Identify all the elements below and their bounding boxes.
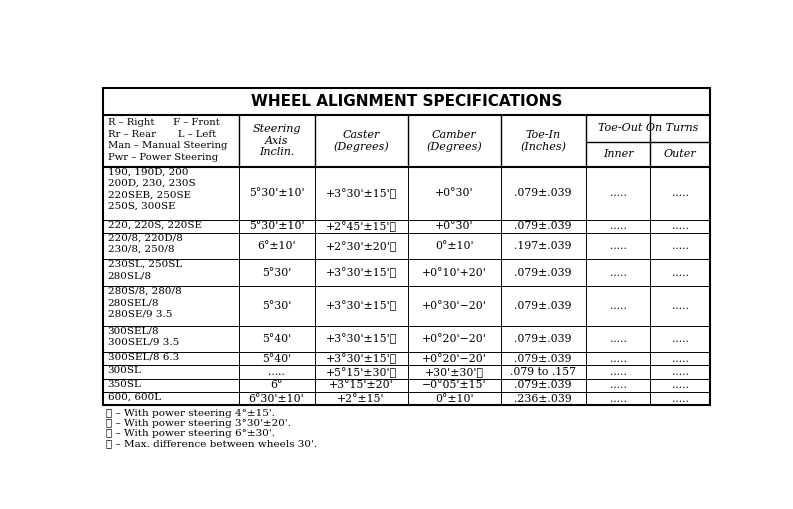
Text: ① – With power steering 4°±15'.: ① – With power steering 4°±15'. <box>106 409 275 418</box>
Text: +2°45'±15'①: +2°45'±15'① <box>326 221 396 232</box>
Text: .....: ..... <box>610 380 626 390</box>
Text: .....: ..... <box>672 393 688 404</box>
Text: 5°40': 5°40' <box>262 334 291 344</box>
Text: .079±.039: .079±.039 <box>515 188 572 198</box>
Text: .....: ..... <box>610 268 626 277</box>
Text: .....: ..... <box>610 188 626 198</box>
Text: +3°30'±15'③: +3°30'±15'③ <box>325 353 396 364</box>
Text: 280S/8, 280/8
280SEL/8
280SE/9 3.5: 280S/8, 280/8 280SEL/8 280SE/9 3.5 <box>108 287 182 319</box>
Text: 300SL: 300SL <box>108 366 141 375</box>
Text: .....: ..... <box>672 301 688 311</box>
Text: +5°15'±30'④: +5°15'±30'④ <box>325 366 396 378</box>
Text: 220, 220S, 220SE: 220, 220S, 220SE <box>108 220 201 230</box>
Text: .....: ..... <box>672 380 688 390</box>
Text: .....: ..... <box>610 367 626 377</box>
Text: +2°30'±20'②: +2°30'±20'② <box>325 241 396 251</box>
Text: +0°30': +0°30' <box>435 221 473 231</box>
Text: .079 to .157: .079 to .157 <box>510 367 577 377</box>
Text: Steering
Axis
Inclin.: Steering Axis Inclin. <box>252 124 301 157</box>
Text: .....: ..... <box>610 241 626 251</box>
Text: .....: ..... <box>672 354 688 364</box>
Text: .197±.039: .197±.039 <box>515 241 572 251</box>
Text: 350SL: 350SL <box>108 380 141 388</box>
Text: .....: ..... <box>672 241 688 251</box>
Text: Camber
(Degrees): Camber (Degrees) <box>426 130 482 152</box>
Text: 0°±10': 0°±10' <box>435 393 473 404</box>
Text: +0°30': +0°30' <box>435 188 473 198</box>
Text: 230SL, 250SL
280SL/8: 230SL, 250SL 280SL/8 <box>108 260 182 280</box>
Text: +0°20'−20': +0°20'−20' <box>422 354 487 364</box>
Text: +0°20'−20': +0°20'−20' <box>422 334 487 344</box>
Text: .....: ..... <box>610 221 626 231</box>
Text: .079±.039: .079±.039 <box>515 301 572 311</box>
Text: 6°: 6° <box>270 380 283 390</box>
Text: 5°30'±10': 5°30'±10' <box>249 188 305 198</box>
Text: 5°40': 5°40' <box>262 354 291 364</box>
Text: 600, 600L: 600, 600L <box>108 393 161 402</box>
Text: +3°30'±15'①: +3°30'±15'① <box>325 300 396 311</box>
Text: .....: ..... <box>610 354 626 364</box>
Text: .....: ..... <box>610 334 626 344</box>
Text: 0°±10': 0°±10' <box>435 241 473 251</box>
Text: 220/8, 220D/8
230/8, 250/8: 220/8, 220D/8 230/8, 250/8 <box>108 234 182 254</box>
Text: Toe-Out On Turns: Toe-Out On Turns <box>598 124 698 133</box>
Text: 6°±10': 6°±10' <box>257 241 296 251</box>
Text: .079±.039: .079±.039 <box>515 354 572 364</box>
Text: Pwr – Power Steering: Pwr – Power Steering <box>108 153 218 162</box>
Text: 5°30'±10': 5°30'±10' <box>249 221 305 231</box>
Text: ③ – With power steering 6°±30'.: ③ – With power steering 6°±30'. <box>106 429 275 438</box>
Text: .079±.039: .079±.039 <box>515 221 572 231</box>
Text: WHEEL ALIGNMENT SPECIFICATIONS: WHEEL ALIGNMENT SPECIFICATIONS <box>251 94 562 109</box>
Text: .....: ..... <box>672 334 688 344</box>
Text: 300SEL/8 6.3: 300SEL/8 6.3 <box>108 353 179 362</box>
Text: 5°30': 5°30' <box>262 301 291 311</box>
Text: .....: ..... <box>672 188 688 198</box>
Text: 5°30': 5°30' <box>262 268 291 277</box>
Text: .079±.039: .079±.039 <box>515 334 572 344</box>
Text: ② – With power steering 3°30'±20'.: ② – With power steering 3°30'±20'. <box>106 419 291 428</box>
Text: +30'±30'④: +30'±30'④ <box>424 367 484 377</box>
Text: +0°10'+20': +0°10'+20' <box>422 268 487 277</box>
Text: .....: ..... <box>610 393 626 404</box>
Text: −0°05'±15': −0°05'±15' <box>422 380 486 390</box>
Text: +3°30'±15'①: +3°30'±15'① <box>325 188 396 199</box>
Bar <box>103 88 710 405</box>
Text: .....: ..... <box>672 367 688 377</box>
Text: .079±.039: .079±.039 <box>515 380 572 390</box>
Text: R – Right      F – Front: R – Right F – Front <box>108 118 220 127</box>
Text: 300SEL/8
300SEL/9 3.5: 300SEL/8 300SEL/9 3.5 <box>108 326 179 347</box>
Text: +2°±15': +2°±15' <box>337 393 385 404</box>
Text: Toe-In
(Inches): Toe-In (Inches) <box>520 130 566 152</box>
Text: .....: ..... <box>672 268 688 277</box>
Text: 190, 190D, 200
200D, 230, 230S
220SEB, 250SE
250S, 300SE: 190, 190D, 200 200D, 230, 230S 220SEB, 2… <box>108 167 195 211</box>
Text: ④ – Max. difference between wheels 30'.: ④ – Max. difference between wheels 30'. <box>106 439 317 448</box>
Text: 6°30'±10': 6°30'±10' <box>249 393 305 404</box>
Text: Outer: Outer <box>664 149 696 159</box>
Text: Caster
(Degrees): Caster (Degrees) <box>333 130 389 152</box>
Text: .....: ..... <box>672 221 688 231</box>
Text: +3°30'±15'①: +3°30'±15'① <box>325 333 396 345</box>
Text: +0°30'−20': +0°30'−20' <box>422 301 487 311</box>
Text: Rr – Rear       L – Left: Rr – Rear L – Left <box>108 130 216 138</box>
Text: +3°15'±20': +3°15'±20' <box>329 380 393 390</box>
Text: Man – Manual Steering: Man – Manual Steering <box>108 141 227 150</box>
Text: .....: ..... <box>268 367 285 377</box>
Text: .....: ..... <box>610 301 626 311</box>
Text: +3°30'±15'①: +3°30'±15'① <box>325 267 396 278</box>
Text: Inner: Inner <box>603 149 634 159</box>
Text: .079±.039: .079±.039 <box>515 268 572 277</box>
Text: .236±.039: .236±.039 <box>515 393 572 404</box>
